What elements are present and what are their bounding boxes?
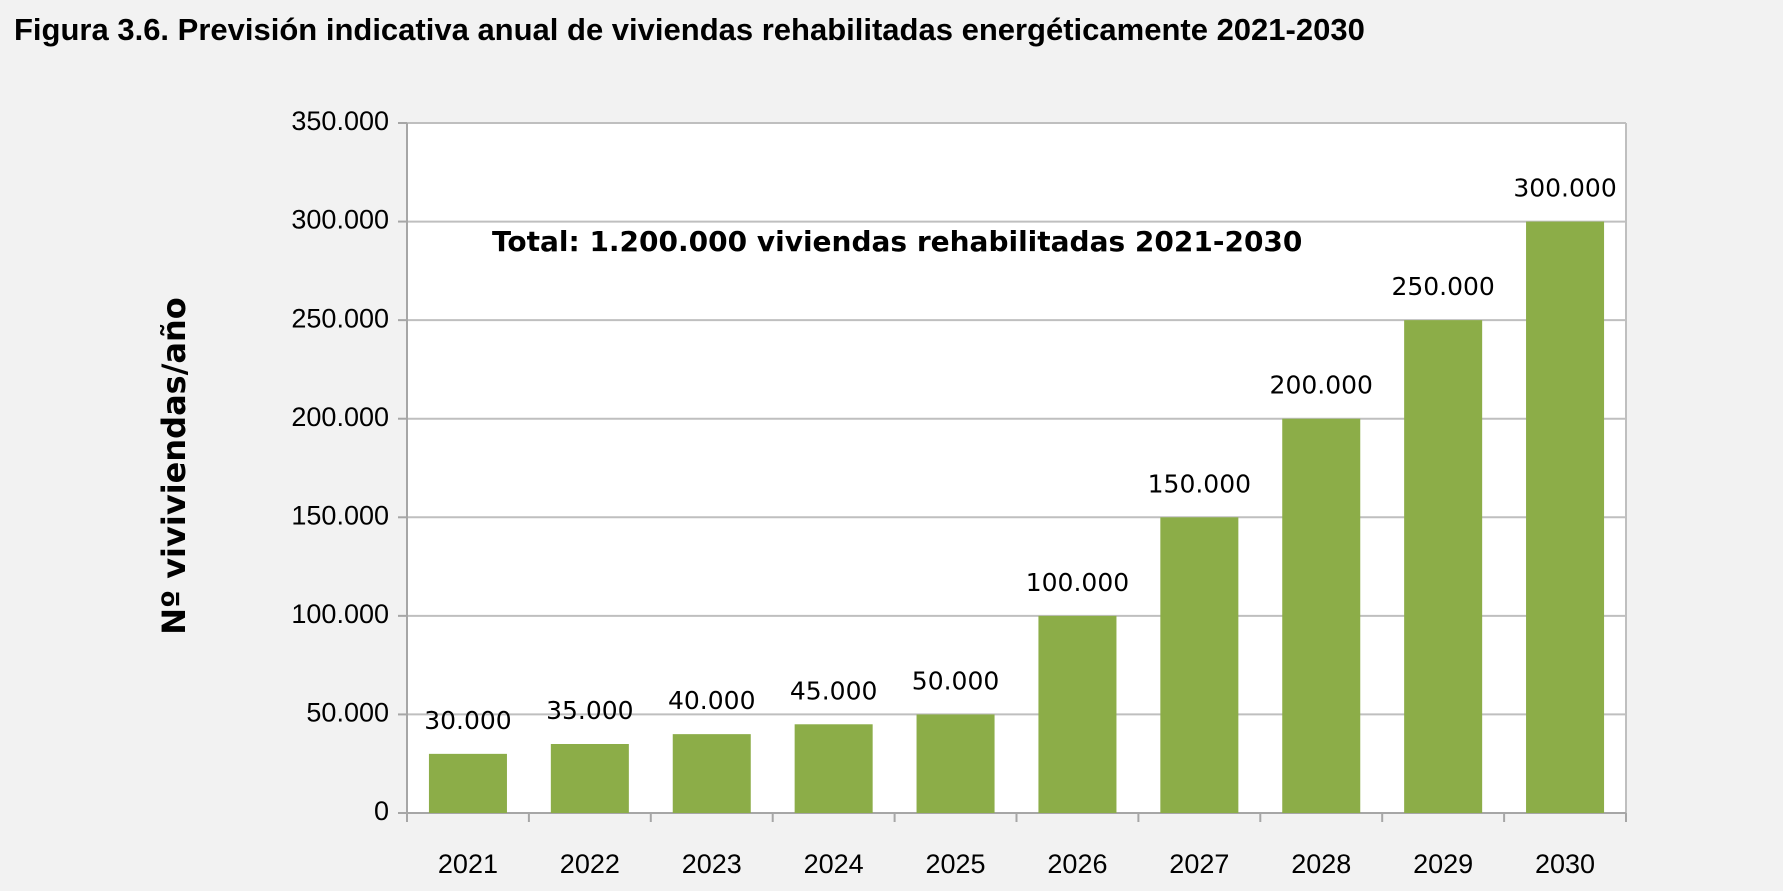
x-tick-label: 2028 — [1291, 849, 1351, 879]
data-label: 200.000 — [1270, 371, 1373, 400]
data-label: 100.000 — [1026, 568, 1129, 597]
x-tick-label: 2024 — [804, 849, 864, 879]
x-tick-label: 2027 — [1169, 849, 1229, 879]
y-tick-label: 100.000 — [291, 599, 389, 629]
x-tick-label: 2025 — [926, 849, 986, 879]
data-label: 30.000 — [424, 706, 511, 735]
x-tick-label: 2022 — [560, 849, 620, 879]
y-tick-label: 50.000 — [306, 698, 389, 728]
y-tick-label: 0 — [374, 796, 389, 826]
bar — [428, 753, 507, 813]
bar — [1404, 320, 1483, 813]
bar — [1526, 221, 1605, 814]
annotation: Total: 1.200.000 viviendas rehabilitadas… — [492, 225, 1302, 258]
y-tick-label: 250.000 — [291, 303, 389, 333]
x-tick-label: 2030 — [1535, 849, 1595, 879]
data-label: 50.000 — [912, 666, 999, 695]
x-tick-label: 2029 — [1413, 849, 1473, 879]
y-tick-label: 350.000 — [291, 106, 389, 136]
data-label: 35.000 — [546, 696, 633, 725]
data-label: 45.000 — [790, 676, 877, 705]
y-tick-label: 200.000 — [291, 402, 389, 432]
bar — [916, 714, 995, 813]
data-label: 300.000 — [1513, 174, 1616, 203]
bar — [1038, 615, 1117, 813]
bar — [672, 734, 751, 813]
data-label: 40.000 — [668, 686, 755, 715]
y-axis-label: Nº viviviendas/año — [155, 297, 193, 635]
x-tick-label: 2021 — [438, 849, 498, 879]
chart-title: Figura 3.6. Previsión indicativa anual d… — [14, 12, 1365, 47]
bar — [1282, 418, 1361, 813]
bar — [1160, 517, 1239, 813]
bar — [794, 724, 873, 813]
x-tick-label: 2023 — [682, 849, 742, 879]
x-tick-label: 2026 — [1047, 849, 1107, 879]
data-label: 150.000 — [1148, 469, 1251, 498]
y-tick-label: 300.000 — [291, 205, 389, 235]
y-tick-label: 150.000 — [291, 500, 389, 530]
data-label: 250.000 — [1391, 272, 1494, 301]
bar — [550, 744, 629, 813]
